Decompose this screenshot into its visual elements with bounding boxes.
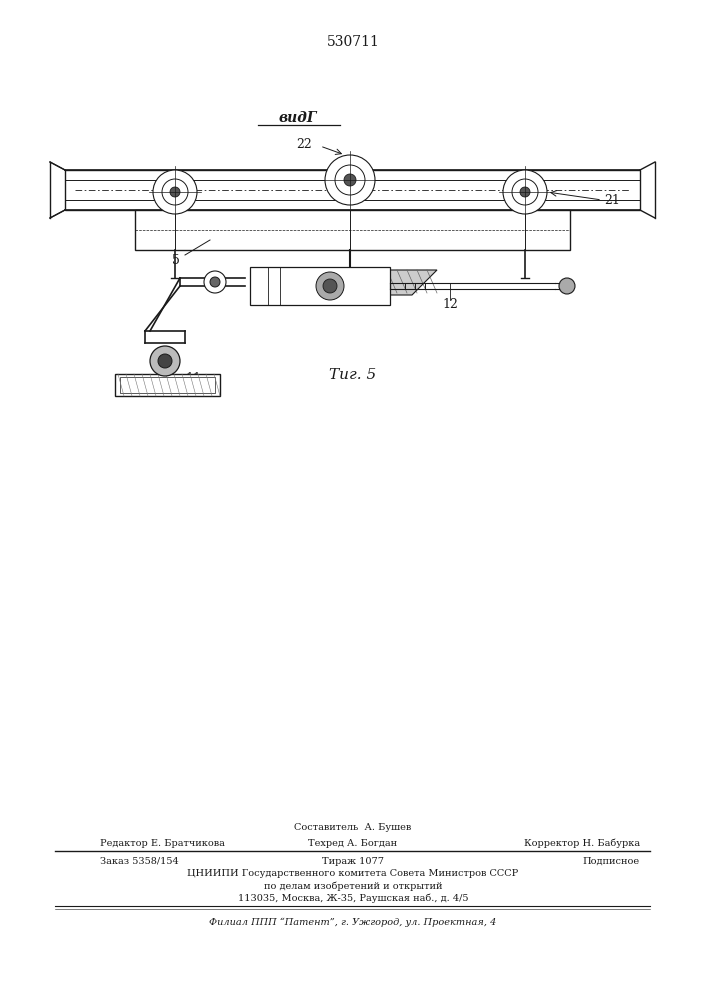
Circle shape [520,187,530,197]
Bar [65,170,640,210]
Text: 12: 12 [442,298,458,312]
Circle shape [210,277,220,287]
Text: Подписное: Подписное [583,856,640,865]
Text: Филиал ППП “Патент”, г. Ужгород, ул. Проектная, 4: Филиал ППП “Патент”, г. Ужгород, ул. Про… [209,917,497,927]
Circle shape [162,179,188,205]
Text: 22: 22 [296,137,312,150]
Text: 530711: 530711 [327,35,380,49]
Circle shape [158,354,172,368]
Circle shape [325,155,375,205]
Text: 113035, Москва, Ж-35, Раушская наб., д. 4/5: 113035, Москва, Ж-35, Раушская наб., д. … [238,893,468,903]
Circle shape [316,272,344,300]
Circle shape [503,170,547,214]
Bar [115,374,220,396]
Text: Корректор Н. Бабурка: Корректор Н. Бабурка [524,838,640,848]
Circle shape [344,174,356,186]
Circle shape [335,165,365,195]
Text: 5: 5 [172,253,180,266]
Text: 11: 11 [185,372,201,385]
Text: 21: 21 [604,194,620,207]
Circle shape [204,271,226,293]
Text: Редактор Е. Братчикова: Редактор Е. Братчикова [100,838,225,848]
Circle shape [512,179,538,205]
Circle shape [153,170,197,214]
Text: Τиг. 5: Τиг. 5 [329,368,377,382]
Bar [135,210,570,250]
Text: видГ: видГ [279,111,317,125]
Text: Тираж 1077: Тираж 1077 [322,856,384,865]
Text: ЦНИИПИ Государственного комитета Совета Министров СССР: ЦНИИПИ Государственного комитета Совета … [187,869,519,879]
Circle shape [559,278,575,294]
Bar [250,267,390,305]
Text: Составитель  А. Бушев: Составитель А. Бушев [294,824,411,832]
Circle shape [150,346,180,376]
Text: Техред А. Богдан: Техред А. Богдан [308,838,397,848]
Polygon shape [272,270,437,295]
Bar [120,377,215,393]
Text: по делам изобретений и открытий: по делам изобретений и открытий [264,881,443,891]
Circle shape [323,279,337,293]
Circle shape [170,187,180,197]
Text: Заказ 5358/154: Заказ 5358/154 [100,856,179,865]
